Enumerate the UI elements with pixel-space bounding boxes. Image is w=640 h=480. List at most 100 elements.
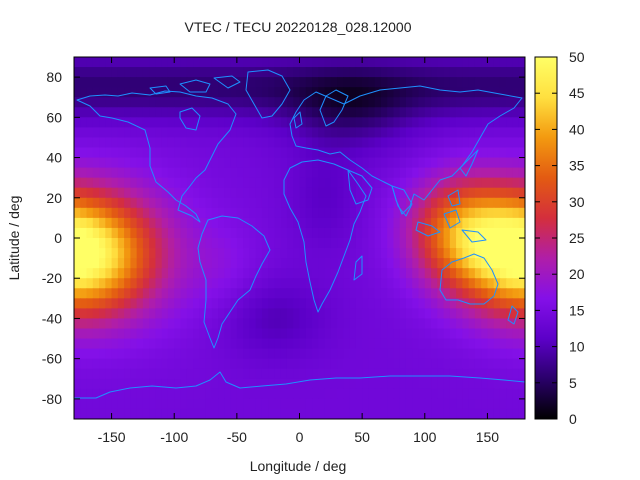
heatmap-cell xyxy=(518,97,525,108)
heatmap-cell xyxy=(493,77,501,88)
heatmap-cell xyxy=(280,368,288,380)
heatmap-cell xyxy=(224,157,232,169)
heatmap-cell xyxy=(224,258,232,269)
heatmap-cell xyxy=(274,298,282,309)
heatmap-cell xyxy=(136,368,144,380)
heatmap-cell xyxy=(117,358,125,370)
heatmap-cell xyxy=(462,338,470,350)
heatmap-cell xyxy=(124,117,131,128)
heatmap-cell xyxy=(474,368,482,380)
heatmap-cell xyxy=(443,268,451,279)
heatmap-cell xyxy=(136,67,144,78)
heatmap-cell xyxy=(218,348,225,360)
heatmap-cell xyxy=(337,207,344,219)
heatmap-cell xyxy=(293,398,301,410)
heatmap-cell xyxy=(161,288,169,299)
heatmap-cell xyxy=(374,318,382,330)
heatmap-cell xyxy=(261,348,269,360)
heatmap-cell xyxy=(74,147,81,159)
heatmap-cell xyxy=(124,97,131,108)
heatmap-cell xyxy=(493,97,501,108)
heatmap-cell xyxy=(293,117,301,128)
heatmap-cell xyxy=(368,187,376,199)
heatmap-cell xyxy=(355,368,363,380)
heatmap-cell xyxy=(149,57,157,68)
heatmap-cell xyxy=(211,308,219,320)
heatmap-cell xyxy=(261,127,269,139)
heatmap-cell xyxy=(506,298,514,309)
heatmap-cell xyxy=(130,117,138,128)
heatmap-cell xyxy=(506,77,514,88)
heatmap-cell xyxy=(481,97,489,108)
heatmap-cell xyxy=(468,358,476,370)
heatmap-cell xyxy=(474,348,482,360)
heatmap-cell xyxy=(424,57,432,68)
heatmap-cell xyxy=(405,127,413,139)
heatmap-cell xyxy=(224,278,232,289)
heatmap-cell xyxy=(180,97,188,108)
heatmap-cell xyxy=(487,197,495,209)
heatmap-cell xyxy=(412,388,420,400)
heatmap-cell xyxy=(136,107,144,118)
heatmap-cell xyxy=(293,248,301,259)
heatmap-cell xyxy=(506,157,514,169)
heatmap-cell xyxy=(274,217,282,229)
heatmap-cell xyxy=(86,238,94,249)
heatmap-cell xyxy=(493,197,501,209)
heatmap-cell xyxy=(437,107,445,118)
heatmap-cell xyxy=(243,197,250,209)
heatmap-cell xyxy=(136,197,144,209)
heatmap-cell xyxy=(493,187,501,199)
heatmap-cell xyxy=(405,278,413,289)
heatmap-cell xyxy=(124,207,131,219)
heatmap-cell xyxy=(487,77,495,88)
heatmap-cell xyxy=(431,358,438,370)
heatmap-cell xyxy=(462,97,470,108)
heatmap-cell xyxy=(374,278,382,289)
heatmap-cell xyxy=(211,378,219,390)
heatmap-cell xyxy=(318,308,326,320)
heatmap-cell xyxy=(105,137,113,149)
heatmap-cell xyxy=(236,227,244,239)
heatmap-cell xyxy=(117,348,125,360)
heatmap-cell xyxy=(305,338,313,350)
heatmap-cell xyxy=(230,258,238,269)
heatmap-cell xyxy=(86,358,94,370)
heatmap-cell xyxy=(512,57,520,68)
heatmap-cell xyxy=(274,177,282,189)
heatmap-cell xyxy=(142,248,150,259)
heatmap-cell xyxy=(80,388,88,400)
heatmap-cell xyxy=(399,97,407,108)
heatmap-cell xyxy=(117,177,125,189)
coast-arabia-india xyxy=(347,169,413,217)
heatmap-cell xyxy=(111,358,119,370)
heatmap-cell xyxy=(412,187,420,199)
heatmap-cell xyxy=(324,217,332,229)
heatmap-cell xyxy=(468,67,476,78)
heatmap-cell xyxy=(412,368,420,380)
heatmap-cell xyxy=(74,368,81,380)
heatmap-cell xyxy=(412,217,420,229)
heatmap-cell xyxy=(468,398,476,410)
heatmap-cell xyxy=(449,288,457,299)
heatmap-cell xyxy=(230,167,238,179)
heatmap-cell xyxy=(462,318,470,330)
heatmap-cell xyxy=(249,157,257,169)
heatmap-cell xyxy=(324,268,332,279)
heatmap-cell xyxy=(180,338,188,350)
heatmap-cell xyxy=(105,107,113,118)
heatmap-cell xyxy=(355,147,363,159)
heatmap-cell xyxy=(218,167,225,179)
heatmap-cell xyxy=(462,388,470,400)
heatmap-cell xyxy=(186,268,194,279)
heatmap-cell xyxy=(205,57,213,68)
heatmap-cell xyxy=(474,117,482,128)
coast-hudson-bay xyxy=(179,107,201,131)
heatmap-cell xyxy=(230,127,238,139)
heatmap-cell xyxy=(499,227,507,239)
heatmap-cell xyxy=(443,87,451,98)
heatmap-cell xyxy=(449,167,457,179)
heatmap-cell xyxy=(236,127,244,139)
coast-se-asia-islands xyxy=(415,149,487,243)
heatmap-cell xyxy=(431,248,438,259)
